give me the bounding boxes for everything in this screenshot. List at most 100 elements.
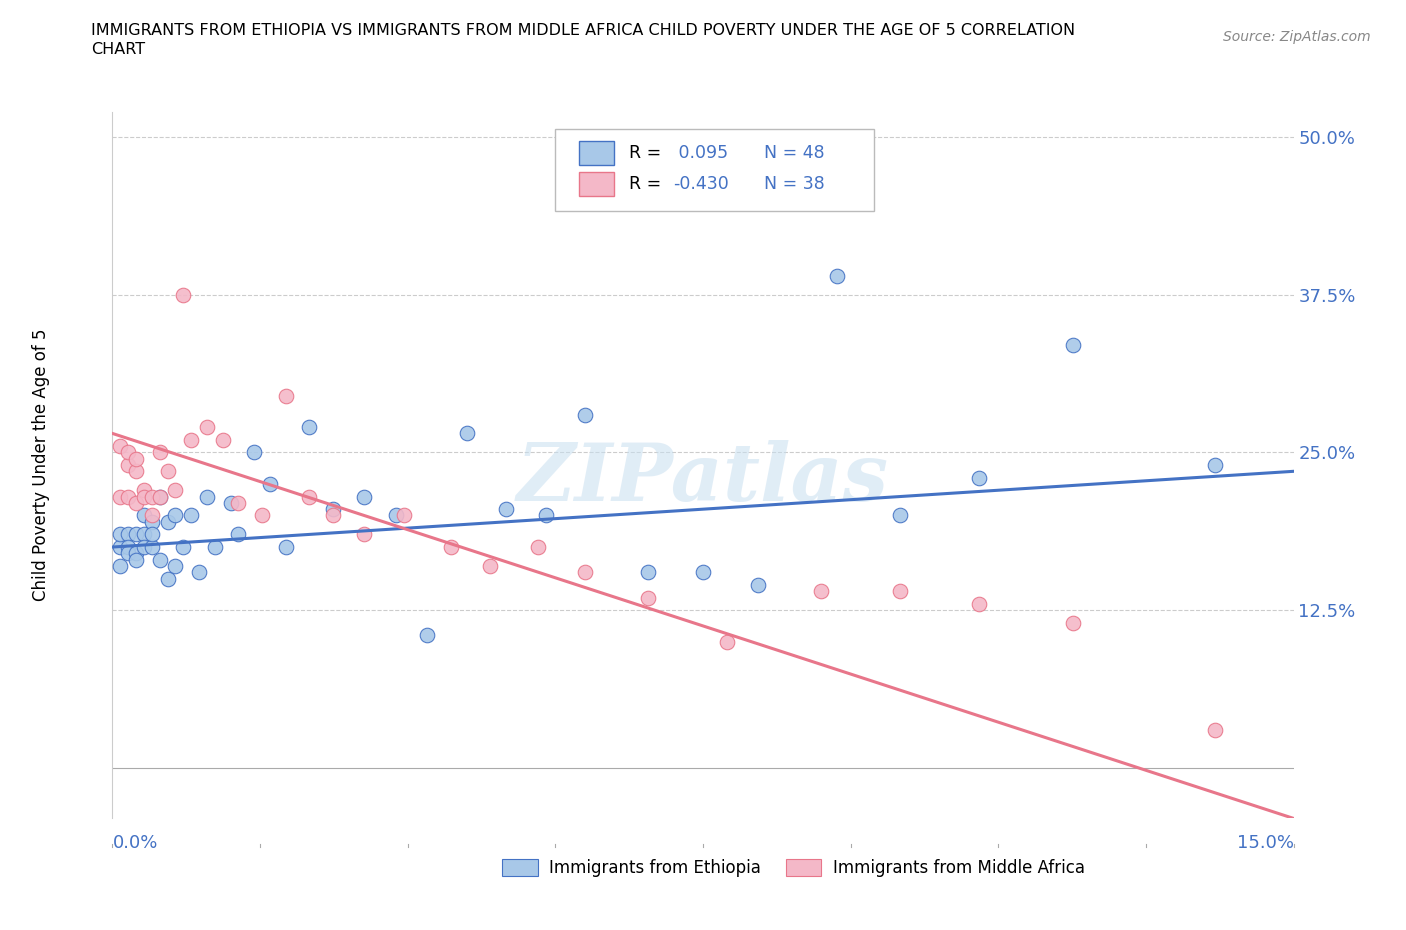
Text: Immigrants from Middle Africa: Immigrants from Middle Africa [832, 859, 1085, 877]
Text: R =: R = [628, 175, 666, 193]
Point [534, 508, 557, 523]
Point [574, 565, 596, 579]
Point [125, 552, 148, 567]
Point [156, 571, 179, 586]
Point [180, 432, 202, 447]
FancyBboxPatch shape [579, 140, 614, 165]
Point [1204, 723, 1226, 737]
Point [228, 496, 250, 511]
Point [110, 559, 132, 574]
Text: 15.0%: 15.0% [1236, 833, 1294, 852]
Point [141, 527, 163, 542]
Point [132, 527, 155, 542]
Point [156, 514, 179, 529]
Point [195, 489, 218, 504]
FancyBboxPatch shape [555, 129, 875, 210]
Point [637, 591, 659, 605]
Point [1062, 338, 1084, 352]
Point [110, 439, 132, 454]
Point [165, 508, 187, 523]
Text: Immigrants from Ethiopia: Immigrants from Ethiopia [550, 859, 761, 877]
Text: CHART: CHART [91, 42, 145, 57]
Point [125, 496, 148, 511]
Point [149, 489, 172, 504]
Point [250, 508, 273, 523]
FancyBboxPatch shape [786, 858, 821, 876]
Point [479, 559, 502, 574]
Text: ZIPatlas: ZIPatlas [517, 441, 889, 518]
Y-axis label: Child Poverty Under the Age of 5: Child Poverty Under the Age of 5 [32, 328, 51, 602]
Point [967, 471, 990, 485]
Point [889, 584, 911, 599]
Point [259, 476, 281, 491]
Point [117, 458, 139, 472]
Point [228, 527, 250, 542]
Point [747, 578, 769, 592]
Point [495, 502, 517, 517]
Text: 0.095: 0.095 [673, 143, 728, 162]
Point [117, 539, 139, 554]
Point [219, 496, 242, 511]
Point [110, 539, 132, 554]
Point [322, 508, 344, 523]
Point [172, 287, 194, 302]
Point [188, 565, 211, 579]
Point [456, 426, 478, 441]
Point [141, 508, 163, 523]
Point [172, 539, 194, 554]
Text: N = 48: N = 48 [765, 143, 825, 162]
Point [132, 489, 155, 504]
Point [353, 489, 375, 504]
Text: R =: R = [628, 143, 666, 162]
Point [132, 483, 155, 498]
Point [117, 527, 139, 542]
Point [156, 464, 179, 479]
Point [637, 565, 659, 579]
Point [353, 527, 375, 542]
Text: Source: ZipAtlas.com: Source: ZipAtlas.com [1223, 30, 1371, 44]
Point [125, 527, 148, 542]
Point [298, 489, 321, 504]
Point [165, 483, 187, 498]
Point [141, 514, 163, 529]
Point [132, 508, 155, 523]
Point [526, 539, 548, 554]
Point [195, 419, 218, 434]
Point [165, 559, 187, 574]
Point [322, 502, 344, 517]
Point [149, 552, 172, 567]
Point [132, 539, 155, 554]
Point [125, 546, 148, 561]
Point [692, 565, 714, 579]
FancyBboxPatch shape [502, 858, 537, 876]
Point [385, 508, 408, 523]
Point [141, 489, 163, 504]
Point [110, 489, 132, 504]
Point [574, 407, 596, 422]
Point [117, 489, 139, 504]
Point [810, 584, 832, 599]
Point [440, 539, 463, 554]
Point [967, 596, 990, 611]
Point [125, 451, 148, 466]
Point [716, 634, 738, 649]
Point [1204, 458, 1226, 472]
Point [274, 388, 297, 403]
Point [825, 268, 848, 283]
Text: N = 38: N = 38 [765, 175, 825, 193]
Point [889, 508, 911, 523]
FancyBboxPatch shape [579, 172, 614, 195]
Text: 0.0%: 0.0% [112, 833, 157, 852]
Point [211, 432, 233, 447]
Point [149, 445, 172, 459]
Point [117, 546, 139, 561]
Point [274, 539, 297, 554]
Point [141, 539, 163, 554]
Point [110, 527, 132, 542]
Text: -0.430: -0.430 [673, 175, 730, 193]
Point [125, 464, 148, 479]
Point [149, 489, 172, 504]
Text: IMMIGRANTS FROM ETHIOPIA VS IMMIGRANTS FROM MIDDLE AFRICA CHILD POVERTY UNDER TH: IMMIGRANTS FROM ETHIOPIA VS IMMIGRANTS F… [91, 23, 1076, 38]
Point [298, 419, 321, 434]
Point [180, 508, 202, 523]
